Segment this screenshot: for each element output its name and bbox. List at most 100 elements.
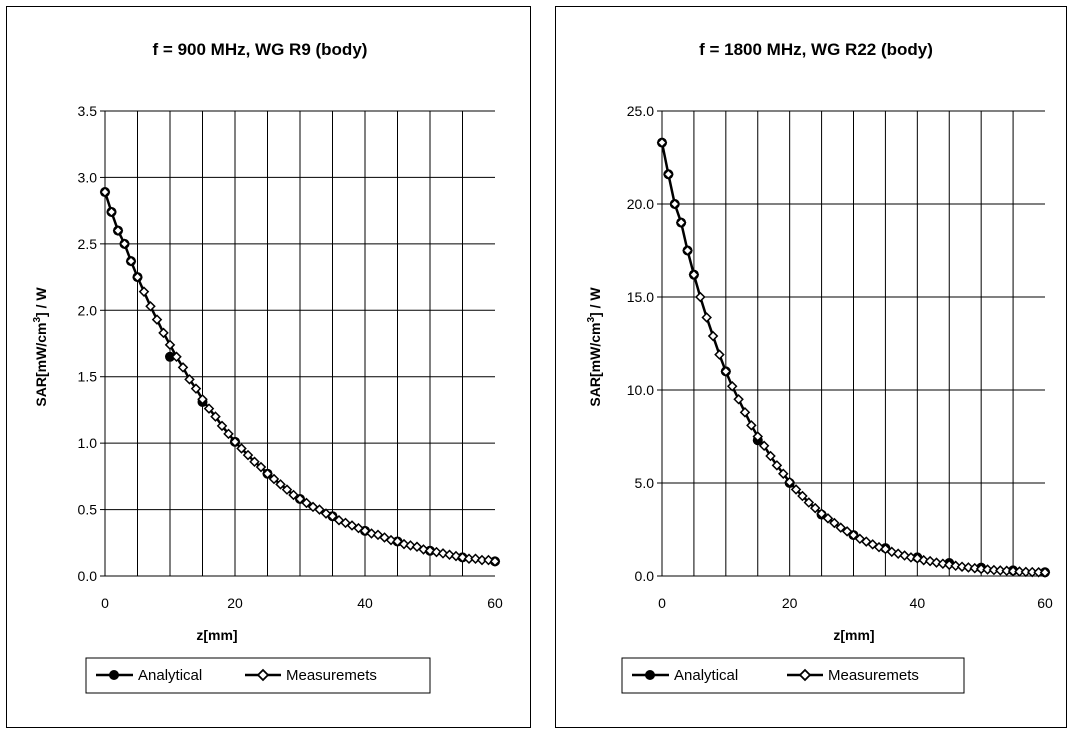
measurement-point <box>138 286 150 297</box>
chart-panel-1800mhz: f = 1800 MHz, WG R22 (body) z[mm] SAR[mW… <box>555 6 1067 728</box>
measurement-point <box>675 217 687 228</box>
measurement-point <box>714 349 725 360</box>
measurement-point <box>184 374 195 385</box>
measurement-point <box>975 563 987 575</box>
measurement-point <box>197 394 208 405</box>
measurement-point <box>145 301 156 312</box>
measurement-point <box>848 529 859 541</box>
measurement-point <box>444 549 455 561</box>
measurement-point <box>424 545 436 557</box>
y-tick-label: 2.0 <box>78 302 98 318</box>
measurement-point <box>119 238 130 250</box>
measurement-point <box>132 271 143 283</box>
x-tick-label: 20 <box>227 595 243 611</box>
analytical-point <box>165 351 175 362</box>
measurement-point <box>758 440 770 452</box>
measurement-point <box>937 558 949 569</box>
y-tick-label: 0.0 <box>635 568 655 584</box>
measurement-point <box>765 450 776 462</box>
measurement-point <box>829 517 840 529</box>
y-tick-label: 1.5 <box>78 369 98 385</box>
measurement-point <box>327 510 338 522</box>
y-tick-label: 1.0 <box>78 435 98 451</box>
measurement-point <box>682 245 693 256</box>
measurement-point <box>216 420 228 432</box>
chart-panel-900mhz: f = 900 MHz, WG R9 (body) z[mm] SAR[mW/c… <box>6 6 531 728</box>
y-tick-label: 0.5 <box>78 502 98 518</box>
measurement-point <box>372 529 384 541</box>
x-tick-label: 60 <box>1037 595 1053 611</box>
measurement-point <box>988 564 1000 576</box>
measurement-point <box>899 550 910 561</box>
legend-marker-measurements <box>798 668 812 682</box>
y-tick-label: 2.5 <box>78 236 98 252</box>
x-tick-label: 0 <box>101 595 109 611</box>
measurement-point <box>151 314 163 325</box>
measurement-point <box>255 461 267 473</box>
y-axis-label: SAR[mW/cm3] / W <box>586 287 603 407</box>
measurement-point <box>656 137 668 148</box>
y-tick-label: 10.0 <box>627 382 654 398</box>
measurement-point <box>943 559 955 571</box>
measurement-point <box>294 493 306 505</box>
measurement-point <box>695 291 706 303</box>
measurement-point <box>489 556 501 567</box>
measurement-point <box>164 339 176 351</box>
measurement-point <box>873 541 885 553</box>
measurement-point <box>99 186 111 198</box>
measurement-point <box>752 431 764 442</box>
measurement-point <box>701 312 712 323</box>
measurement-point <box>242 449 254 461</box>
measurement-point <box>771 460 783 471</box>
measurement-point <box>956 561 968 572</box>
measurement-point <box>288 489 299 501</box>
measurement-point <box>301 497 312 509</box>
measurement-point <box>905 552 917 563</box>
measurement-point <box>470 553 481 564</box>
measurement-point <box>707 330 719 342</box>
measurement-point <box>229 436 241 448</box>
measurement-point <box>995 565 1006 576</box>
measurement-point <box>223 428 234 440</box>
measurement-point <box>969 562 981 574</box>
measurement-point <box>982 564 993 575</box>
chart-1800mhz: f = 1800 MHz, WG R22 (body) z[mm] SAR[mW… <box>586 40 1053 694</box>
measurement-point <box>340 517 351 529</box>
measurement-point <box>726 381 738 392</box>
x-tick-label: 40 <box>357 595 373 611</box>
measurement-point <box>268 473 280 485</box>
x-tick-label: 20 <box>782 595 798 611</box>
measurement-point <box>803 497 815 508</box>
chart-title: f = 900 MHz, WG R9 (body) <box>153 40 368 59</box>
chart-900mhz: f = 900 MHz, WG R9 (body) z[mm] SAR[mW/c… <box>32 40 503 694</box>
measurement-point <box>835 522 846 533</box>
measurement-point <box>398 538 410 550</box>
legend-label-analytical: Analytical <box>138 667 202 684</box>
measurement-point <box>1007 565 1019 577</box>
measurement-point <box>918 554 929 566</box>
measurement-point <box>275 479 286 490</box>
measurement-point <box>314 504 325 515</box>
y-tick-label: 15.0 <box>627 289 654 305</box>
measurement-point <box>249 456 260 468</box>
measurement-point <box>784 476 795 488</box>
measurement-point <box>112 225 124 236</box>
legend-box <box>621 657 965 694</box>
measurement-point <box>411 541 423 553</box>
measurement-point <box>236 443 247 454</box>
y-tick-label: 25.0 <box>627 103 654 119</box>
measurement-point <box>790 484 802 495</box>
measurement-point <box>809 502 821 514</box>
measurement-point <box>688 269 700 280</box>
measurement-point <box>190 383 202 394</box>
x-tick-label: 60 <box>487 595 503 611</box>
measurement-point <box>950 560 961 572</box>
x-tick-label: 40 <box>910 595 926 611</box>
measurement-point <box>333 514 345 526</box>
measurement-point <box>210 411 221 422</box>
plot-area: 0.0 0.5 1.0 1.5 2.0 2.5 3.0 3.5 0 20 40 60 <box>78 103 503 611</box>
measurement-point <box>262 468 273 479</box>
measurement-point <box>281 484 293 495</box>
measurement-point <box>177 362 189 373</box>
measurement-point <box>797 490 808 502</box>
